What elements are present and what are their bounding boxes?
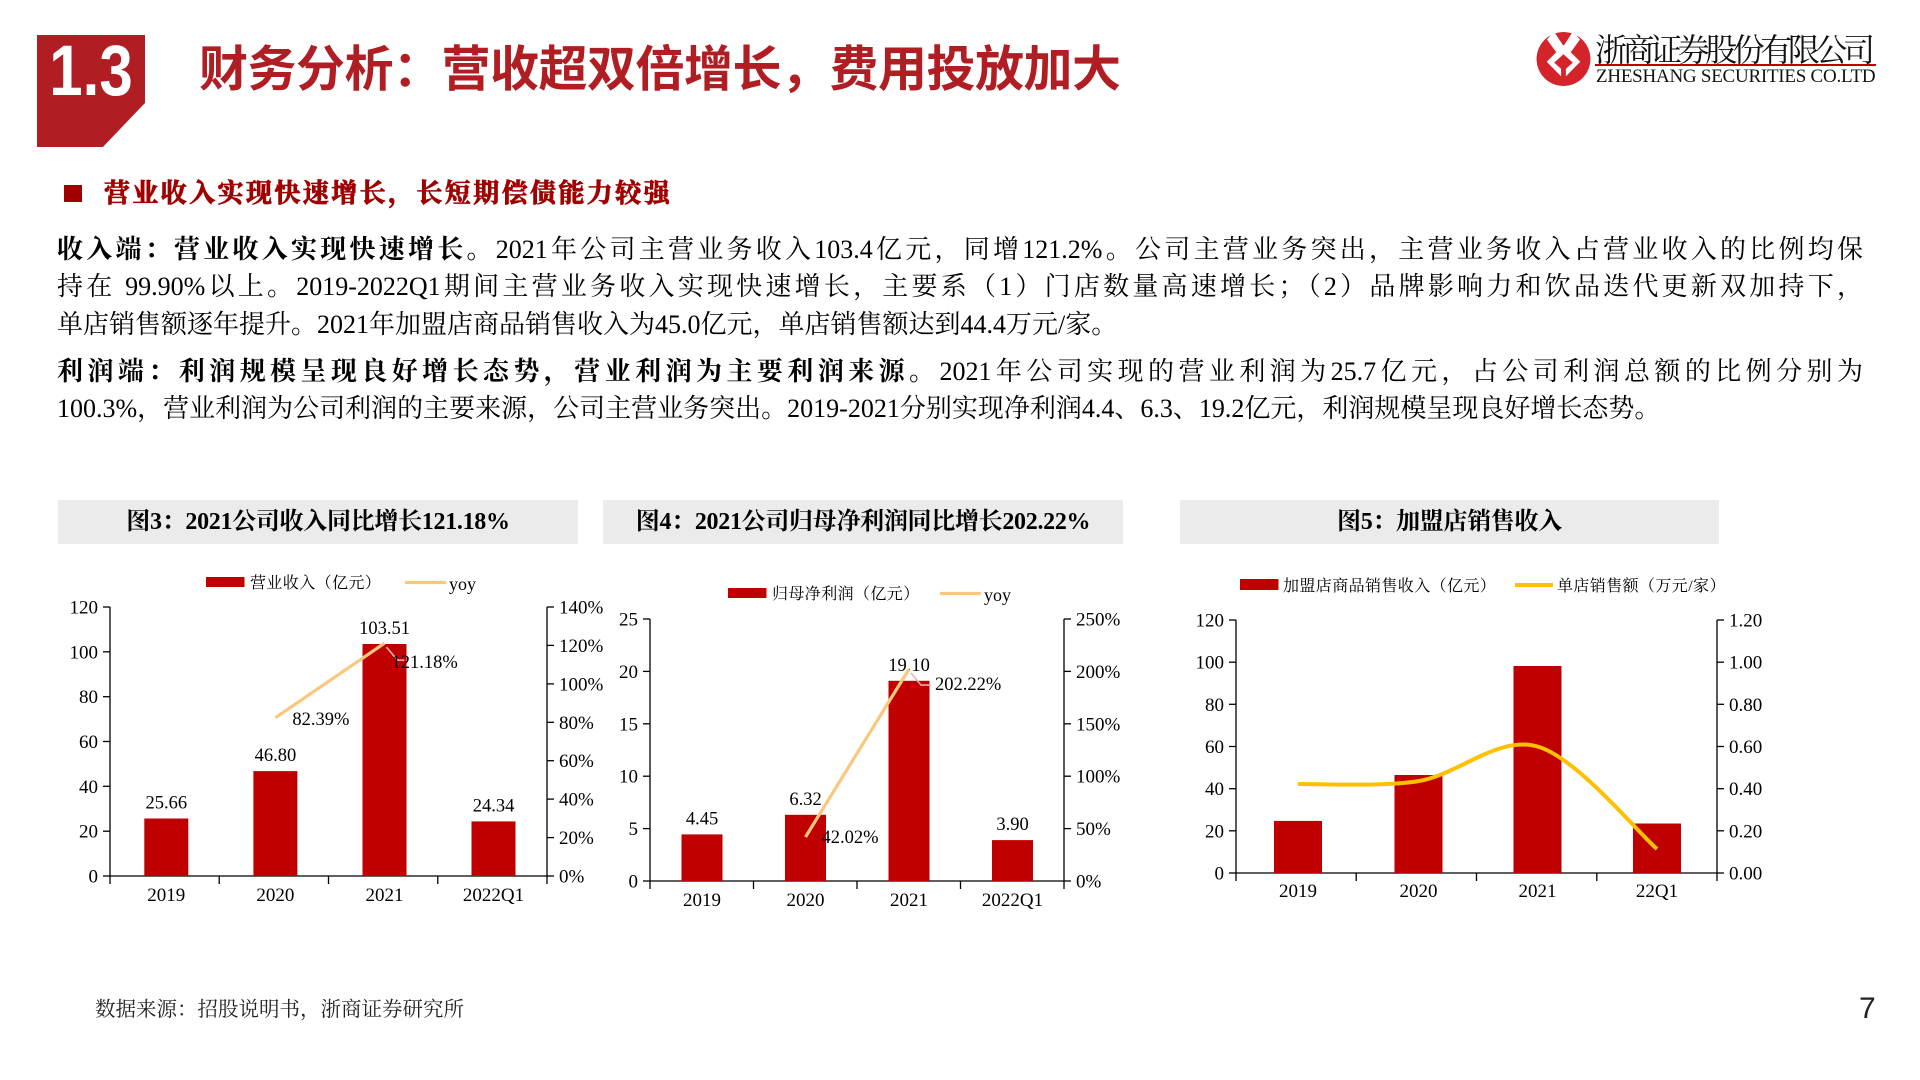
svg-text:6.32: 6.32 — [789, 790, 821, 810]
svg-text:3.90: 3.90 — [996, 815, 1028, 835]
svg-text:1.20: 1.20 — [1729, 611, 1762, 632]
svg-text:120: 120 — [1196, 611, 1225, 632]
svg-text:202.22%: 202.22% — [935, 675, 1001, 695]
svg-text:20: 20 — [1205, 821, 1224, 842]
svg-text:0: 0 — [629, 872, 639, 893]
svg-text:2019: 2019 — [147, 885, 185, 906]
svg-text:103.51: 103.51 — [359, 619, 410, 639]
svg-text:200%: 200% — [1076, 662, 1121, 683]
svg-text:0.00: 0.00 — [1729, 864, 1762, 885]
svg-text:5: 5 — [629, 819, 639, 840]
svg-text:2020: 2020 — [1400, 881, 1438, 902]
svg-text:60%: 60% — [559, 751, 594, 772]
svg-text:120%: 120% — [559, 636, 604, 657]
svg-text:2020: 2020 — [787, 890, 825, 911]
svg-text:2021: 2021 — [366, 885, 404, 906]
svg-text:25: 25 — [619, 610, 638, 631]
svg-text:250%: 250% — [1076, 610, 1121, 631]
svg-text:yoy: yoy — [449, 574, 476, 594]
svg-text:80: 80 — [79, 687, 98, 708]
svg-text:1.00: 1.00 — [1729, 653, 1762, 674]
svg-text:0.20: 0.20 — [1729, 821, 1762, 842]
svg-text:20: 20 — [619, 662, 638, 683]
svg-text:4.45: 4.45 — [686, 809, 718, 829]
svg-text:0: 0 — [1215, 864, 1225, 885]
svg-text:19.10: 19.10 — [888, 656, 930, 676]
svg-text:0%: 0% — [559, 867, 585, 888]
svg-text:2019: 2019 — [683, 890, 721, 911]
svg-text:42.02%: 42.02% — [822, 828, 879, 848]
svg-text:2019: 2019 — [1279, 881, 1317, 902]
svg-text:80%: 80% — [559, 713, 594, 734]
svg-text:40: 40 — [1205, 779, 1224, 800]
svg-text:0.80: 0.80 — [1729, 695, 1762, 716]
svg-text:25.66: 25.66 — [145, 793, 187, 813]
svg-text:22Q1: 22Q1 — [1636, 881, 1678, 902]
svg-text:20: 20 — [79, 822, 98, 843]
svg-text:2021: 2021 — [890, 890, 928, 911]
svg-text:82.39%: 82.39% — [292, 710, 349, 730]
svg-text:0: 0 — [89, 867, 99, 888]
svg-text:yoy: yoy — [984, 585, 1011, 605]
svg-text:2022Q1: 2022Q1 — [463, 885, 524, 906]
svg-text:121.18%: 121.18% — [392, 653, 458, 673]
svg-text:50%: 50% — [1076, 819, 1111, 840]
svg-text:15: 15 — [619, 714, 638, 735]
svg-text:100: 100 — [70, 642, 99, 663]
svg-text:150%: 150% — [1076, 714, 1121, 735]
svg-text:100%: 100% — [1076, 767, 1121, 788]
svg-text:24.34: 24.34 — [473, 796, 515, 816]
svg-text:10: 10 — [619, 767, 638, 788]
svg-text:100%: 100% — [559, 674, 604, 695]
svg-text:60: 60 — [1205, 737, 1224, 758]
svg-text:0.40: 0.40 — [1729, 779, 1762, 800]
svg-text:0.60: 0.60 — [1729, 737, 1762, 758]
svg-text:46.80: 46.80 — [255, 746, 297, 766]
svg-text:120: 120 — [70, 598, 99, 619]
svg-text:40: 40 — [79, 777, 98, 798]
svg-text:2022Q1: 2022Q1 — [982, 890, 1043, 911]
svg-text:0%: 0% — [1076, 872, 1102, 893]
svg-text:40%: 40% — [559, 790, 594, 811]
svg-text:2020: 2020 — [256, 885, 294, 906]
svg-text:60: 60 — [79, 732, 98, 753]
svg-text:100: 100 — [1196, 653, 1225, 674]
svg-text:80: 80 — [1205, 695, 1224, 716]
svg-text:140%: 140% — [559, 598, 604, 619]
svg-text:20%: 20% — [559, 828, 594, 849]
svg-text:2021: 2021 — [1519, 881, 1557, 902]
